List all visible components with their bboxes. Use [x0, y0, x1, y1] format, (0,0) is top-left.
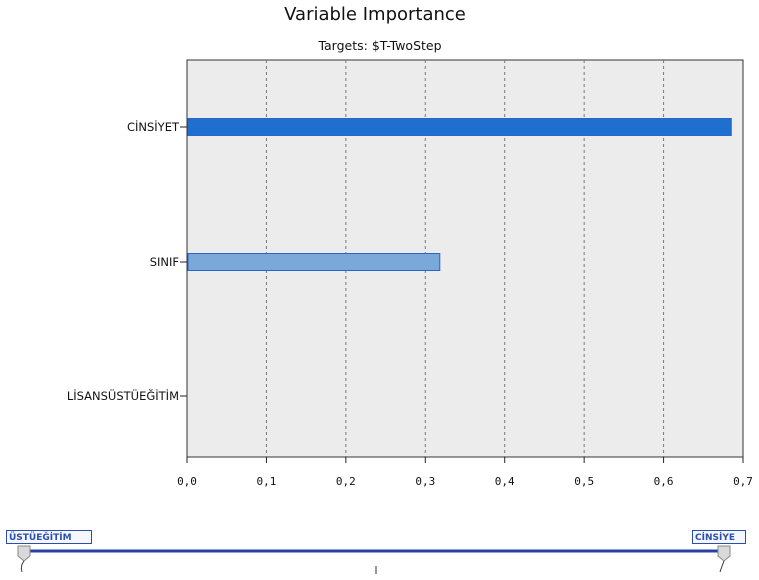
x-tick-label: 0,1: [256, 475, 276, 488]
chart-subtitle: Targets: $T-TwoStep: [317, 38, 441, 53]
slider-left-curl: [20, 560, 25, 573]
x-tick-label: 0,4: [495, 475, 515, 488]
category-label: LİSANSÜSTÜEĞİTİM: [67, 387, 179, 403]
x-tick-label: 0,0: [177, 475, 197, 488]
slider-left-handle[interactable]: [17, 545, 31, 562]
bar: [187, 253, 441, 271]
slider-right-curl: [719, 560, 725, 573]
category-label: CİNSİYET: [127, 119, 180, 134]
x-tick-label: 0,6: [654, 475, 674, 488]
bar: [187, 118, 732, 136]
slider-left-label[interactable]: ÜSTÜEĞİTİM: [6, 530, 92, 544]
slider-right-label[interactable]: CİNSİYE: [692, 530, 746, 544]
category-label: SINIF: [150, 255, 179, 269]
value-axis: 0,0 0,1 0,2 0,3 0,4 0,5 0,6 0,7: [177, 457, 753, 488]
chart-title: Variable Importance: [284, 4, 466, 25]
x-tick-label: 0,2: [336, 475, 356, 488]
bars: [187, 118, 732, 271]
x-tick-label: 0,3: [415, 475, 435, 488]
x-tick-label: 0,7: [733, 475, 753, 488]
x-tick-label: 0,5: [574, 475, 594, 488]
slider-right-handle[interactable]: [717, 545, 731, 562]
category-axis: CİNSİYET SINIF LİSANSÜSTÜEĞİTİM: [67, 119, 187, 403]
